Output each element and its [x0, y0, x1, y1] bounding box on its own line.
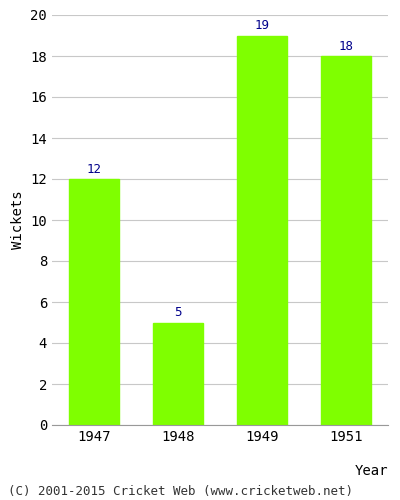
Text: 12: 12 [86, 163, 102, 176]
Text: 18: 18 [338, 40, 354, 53]
Y-axis label: Wickets: Wickets [11, 190, 25, 250]
Text: (C) 2001-2015 Cricket Web (www.cricketweb.net): (C) 2001-2015 Cricket Web (www.cricketwe… [8, 485, 353, 498]
Bar [69, 179, 119, 425]
Bar [321, 56, 371, 425]
Text: 5: 5 [174, 306, 182, 320]
Bar [153, 322, 203, 425]
Text: 19: 19 [254, 20, 270, 32]
Text: Year: Year [354, 464, 388, 478]
Bar [237, 36, 287, 425]
